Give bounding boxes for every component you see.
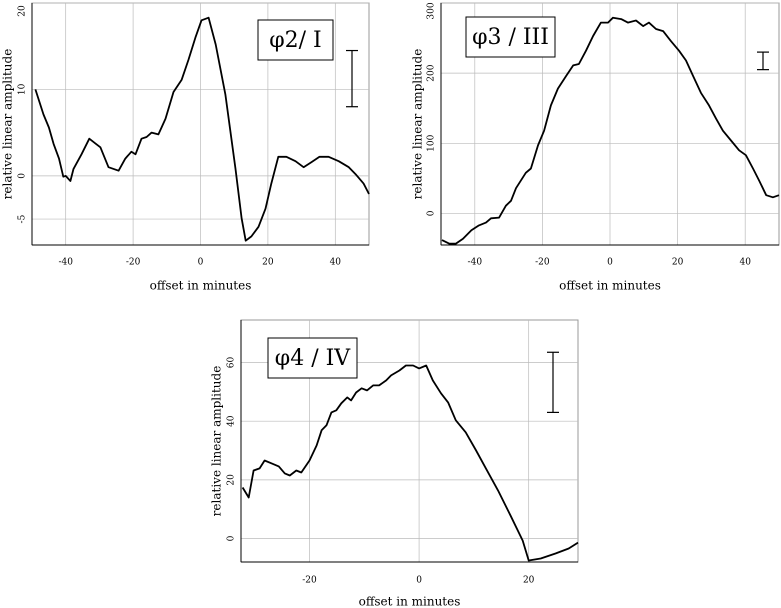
data-line (241, 364, 579, 562)
x-tick-label: 40 (739, 258, 751, 268)
x-tick-label: 0 (198, 258, 204, 268)
chart-title: φ3 / III (472, 25, 549, 50)
title-box (267, 337, 358, 379)
x-tick-label: -40 (58, 258, 73, 268)
y-tick-label: 0 (18, 173, 28, 179)
y-axis-label: relative linear amplitude (411, 49, 425, 200)
y-tick-label: 10 (18, 83, 28, 95)
x-tick-label: 20 (262, 258, 274, 268)
x-axis-label: offset in minutes (559, 279, 661, 293)
y-tick-label: 100 (427, 134, 437, 151)
x-tick-label: 0 (607, 258, 613, 268)
x-tick-label: -40 (468, 258, 483, 268)
y-tick-label: 20 (227, 474, 237, 486)
data-line (441, 16, 780, 245)
y-tick-label: 20 (18, 5, 28, 17)
x-tick-label: 20 (672, 258, 684, 268)
x-axis-label: offset in minutes (359, 595, 461, 608)
y-tick-label: 40 (227, 415, 237, 427)
chart-panel: -40 -20 0 20 40 300 200 100 0 φ3 / III offset in m… (411, 2, 780, 293)
y-tick-label: 0 (427, 210, 437, 216)
x-axis-label: offset in minutes (150, 279, 252, 293)
x-tick-label: 20 (523, 576, 535, 586)
y-tick-label: 300 (427, 2, 437, 19)
chart-title: φ4 / IV (275, 346, 351, 371)
y-axis-label: relative linear amplitude (210, 366, 224, 517)
y-tick-label: 60 (227, 357, 237, 369)
x-tick-label: 0 (416, 576, 422, 586)
data-line (34, 16, 370, 242)
x-tick-label: -20 (302, 576, 317, 586)
chart-panel: -20 0 20 60 40 20 0 φ4 / IV offset in minutes rel… (210, 319, 579, 608)
x-tick-label: 40 (330, 258, 342, 268)
y-axis-label: relative linear amplitude (1, 49, 15, 200)
x-tick-label: -20 (535, 258, 550, 268)
y-tick-label: 0 (227, 535, 237, 541)
y-tick-label: 200 (427, 64, 437, 81)
y-tick-label: -5 (18, 214, 28, 223)
x-tick-label: -20 (126, 258, 141, 268)
title-box (257, 19, 334, 61)
title-box (465, 16, 556, 58)
chart-title: φ2/ I (269, 28, 322, 53)
chart-panel: -40 -20 0 20 40 20 10 0 -5 φ2/ I offset in minutes… (1, 2, 370, 293)
